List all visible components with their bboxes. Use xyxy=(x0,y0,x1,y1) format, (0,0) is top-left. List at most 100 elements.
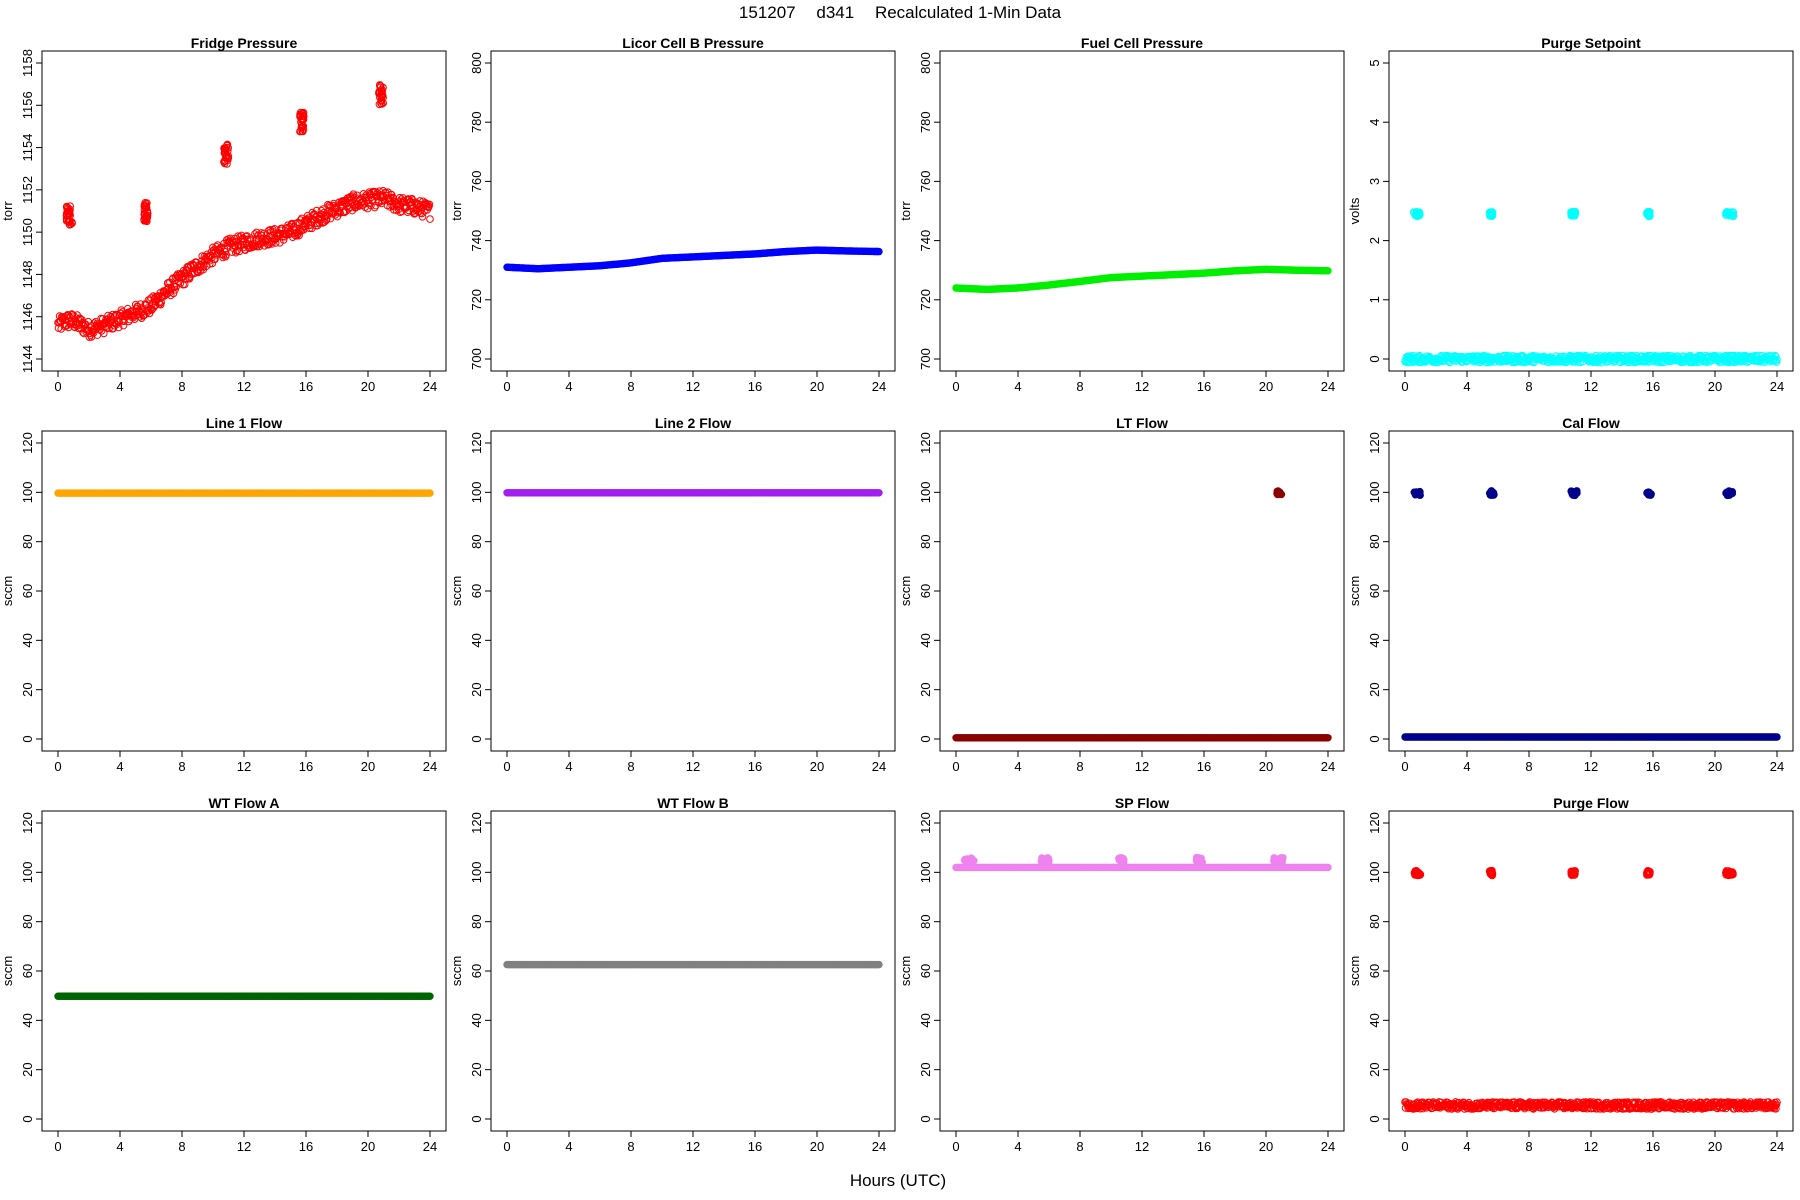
y-tick-label: 700 xyxy=(918,348,933,370)
x-tick-label: 24 xyxy=(423,759,437,774)
y-tick-label: 80 xyxy=(469,914,484,928)
data-point xyxy=(319,205,327,213)
x-tick-label: 12 xyxy=(1135,379,1149,394)
y-tick-label: 80 xyxy=(20,914,35,928)
plot-frame xyxy=(939,50,1345,372)
y-tick-label: 40 xyxy=(20,633,35,647)
data-point xyxy=(349,190,358,198)
y-tick-label: 1148 xyxy=(20,260,35,288)
data-point xyxy=(875,960,883,969)
y-axis-label: torr xyxy=(449,201,464,221)
data-point xyxy=(367,201,375,210)
plot-frame xyxy=(1388,430,1794,752)
y-tick-label: 4 xyxy=(1367,119,1382,126)
data-point xyxy=(1773,733,1781,741)
data-point xyxy=(188,269,196,278)
x-tick-label: 8 xyxy=(178,1139,185,1154)
x-tick-label: 16 xyxy=(299,759,313,774)
x-tick-label: 16 xyxy=(748,379,762,394)
data-point xyxy=(145,306,153,314)
y-tick-label: 120 xyxy=(918,432,933,454)
data-point xyxy=(418,209,426,218)
y-tick-label: 60 xyxy=(469,584,484,598)
y-tick-label: 0 xyxy=(1367,735,1382,742)
y-tick-label: 5 xyxy=(1367,59,1382,66)
y-tick-label: 760 xyxy=(469,171,484,193)
data-point xyxy=(187,262,195,271)
data-point xyxy=(300,225,308,234)
x-tick-label: 8 xyxy=(627,1139,634,1154)
data-point xyxy=(296,112,304,120)
data-point xyxy=(66,220,75,229)
data-point xyxy=(377,89,386,98)
x-tick-label: 12 xyxy=(686,1139,700,1154)
data-point xyxy=(376,81,384,90)
data-point xyxy=(222,153,230,161)
y-tick-label: 740 xyxy=(918,230,933,252)
y-axis-label: sccm xyxy=(1347,576,1362,606)
data-point xyxy=(295,231,303,240)
y-axis-label: torr xyxy=(898,201,913,221)
data-point xyxy=(1410,488,1418,496)
data-point xyxy=(150,303,158,312)
title-site: d341 xyxy=(816,3,854,22)
data-point xyxy=(62,209,71,218)
y-tick-label: 0 xyxy=(469,1115,484,1122)
x-tick-label: 8 xyxy=(1076,759,1083,774)
x-tick-label: 0 xyxy=(1401,759,1408,774)
y-tick-label: 100 xyxy=(20,861,35,883)
y-tick-label: 0 xyxy=(1367,355,1382,362)
y-axis-label: volts xyxy=(1347,197,1362,224)
series-line1 xyxy=(54,489,434,497)
x-tick-label: 24 xyxy=(423,1139,437,1154)
x-tick-label: 8 xyxy=(1076,379,1083,394)
y-tick-label: 80 xyxy=(918,534,933,548)
y-tick-label: 60 xyxy=(1367,584,1382,598)
x-tick-label: 20 xyxy=(361,1139,375,1154)
data-point xyxy=(68,310,76,318)
x-tick-label: 8 xyxy=(178,759,185,774)
panel-title: Cal Flow xyxy=(1562,415,1620,431)
y-tick-label: 100 xyxy=(1367,481,1382,503)
x-tick-label: 12 xyxy=(237,1139,251,1154)
data-point xyxy=(114,323,123,332)
data-point xyxy=(875,489,883,497)
y-tick-label: 40 xyxy=(918,633,933,647)
y-tick-label: 40 xyxy=(1367,633,1382,647)
y-tick-label: 20 xyxy=(1367,682,1382,696)
y-tick-label: 20 xyxy=(20,682,35,696)
y-tick-label: 0 xyxy=(20,1115,35,1122)
y-tick-label: 20 xyxy=(469,682,484,696)
data-point xyxy=(141,199,149,207)
x-tick-label: 20 xyxy=(810,379,824,394)
x-tick-label: 16 xyxy=(1646,379,1660,394)
x-tick-label: 12 xyxy=(1135,759,1149,774)
data-point xyxy=(223,141,231,149)
title-date: 151207 xyxy=(739,3,796,22)
series-fridge xyxy=(54,81,434,342)
y-axis-label: torr xyxy=(0,201,15,221)
data-point xyxy=(875,247,883,256)
y-tick-label: 760 xyxy=(918,171,933,193)
y-tick-label: 0 xyxy=(20,735,35,742)
data-point xyxy=(68,311,77,319)
x-tick-label: 20 xyxy=(1708,759,1722,774)
x-tick-label: 12 xyxy=(1584,759,1598,774)
x-tick-label: 12 xyxy=(237,379,251,394)
data-point xyxy=(130,312,138,320)
y-tick-label: 1144 xyxy=(20,345,35,373)
x-tick-label: 0 xyxy=(54,379,61,394)
x-tick-label: 0 xyxy=(503,1139,510,1154)
data-point xyxy=(68,219,76,228)
data-point xyxy=(297,120,306,129)
y-tick-label: 800 xyxy=(918,52,933,74)
x-tick-label: 12 xyxy=(686,379,700,394)
data-point xyxy=(378,85,386,94)
plot-frame xyxy=(490,810,896,1132)
x-tick-label: 24 xyxy=(872,1139,886,1154)
data-point xyxy=(359,201,367,209)
